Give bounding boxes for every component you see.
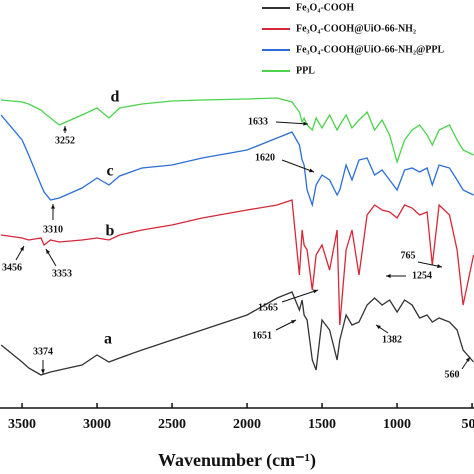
annotation: 1565: [258, 302, 278, 313]
spectrum-line: [0, 114, 474, 208]
x-tick-label: 500: [462, 417, 474, 432]
arrow-head: [309, 168, 314, 173]
arrow-head: [465, 357, 470, 362]
arrow-head: [386, 274, 391, 278]
annotation: 3456: [2, 262, 22, 273]
annotation: b: [106, 223, 115, 240]
annotation: 1620: [255, 152, 275, 163]
spectrum-line: [1, 199, 474, 326]
legend-label: Fe₃O₄-COOH@UiO-66-NH₂: [296, 23, 416, 34]
annotation: 1382: [382, 334, 402, 345]
spectrum-line: [1, 97, 474, 165]
annotation: 1651: [252, 330, 272, 341]
x-tick-label: 1500: [308, 417, 336, 432]
x-tick-label: 2500: [158, 417, 186, 432]
x-tick-label: 3000: [83, 417, 111, 432]
annotation: 765: [401, 250, 416, 261]
annotation: c: [106, 163, 113, 180]
annotation-arrow: [281, 289, 319, 303]
arrow-head: [51, 204, 55, 209]
arrow-head: [20, 246, 24, 251]
arrow-head: [303, 121, 308, 126]
legend-label: Fe₃O₄-COOH: [296, 2, 354, 13]
arrow-head: [291, 320, 296, 324]
spectrum-line: [0, 291, 474, 376]
x-axis-label: Wavenumber (cm⁻¹): [158, 450, 316, 471]
arrow-head: [46, 249, 51, 254]
legend-label: PPL: [296, 65, 315, 76]
annotation: 560: [445, 369, 460, 380]
annotation: 3374: [33, 346, 53, 357]
arrow-head: [437, 264, 442, 268]
annotation: a: [104, 331, 112, 348]
legend-label: Fe₃O₄-COOH@UiO-66-NH₂@PPL: [296, 44, 444, 55]
arrow-head: [41, 369, 45, 374]
x-tick-label: 2000: [233, 417, 261, 432]
arrow-head: [376, 325, 381, 330]
arrow-head: [313, 289, 318, 294]
x-tick-label: 3500: [8, 417, 36, 432]
annotation: 3252: [55, 135, 75, 146]
x-tick-label: 1000: [383, 417, 411, 432]
annotation: d: [111, 89, 120, 106]
annotation: 1633: [248, 116, 268, 127]
annotation-arrow: [275, 121, 309, 125]
annotation: 3310: [43, 224, 63, 235]
annotation: 1254: [412, 270, 432, 281]
annotation-arrow: [281, 159, 315, 173]
annotation: 3353: [52, 268, 72, 279]
arrow-head: [63, 126, 67, 131]
